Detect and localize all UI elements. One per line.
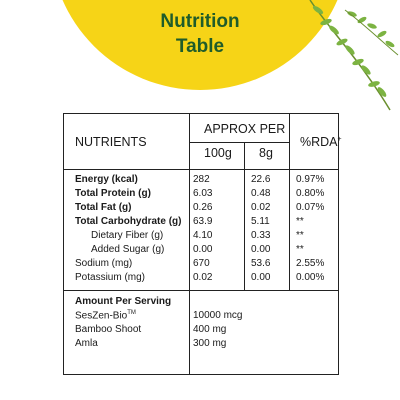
- nutrient-name: Total Protein (g): [75, 188, 151, 199]
- divider-col-3: [289, 114, 290, 290]
- serving-heading: Amount Per Serving: [75, 296, 172, 307]
- value-8g: 0.02: [251, 202, 271, 213]
- serving-heading-row: Amount Per Serving: [64, 296, 338, 308]
- serving-name: SesZen-BioTM: [75, 310, 136, 321]
- table-row: Total Fat (g) 0.26 0.02 0.07%: [64, 202, 338, 214]
- nutrition-table: NUTRIENTS APPROX PER 100g 8g %RDA+ Energ…: [63, 113, 342, 375]
- nutrient-name: Total Fat (g): [75, 202, 132, 213]
- value-100g: 4.10: [193, 230, 213, 241]
- table-row: Total Protein (g) 6.03 0.48 0.80%: [64, 188, 338, 200]
- value-100g: 6.03: [193, 188, 213, 199]
- header-nutrients: NUTRIENTS: [75, 135, 147, 149]
- value-8g: 0.48: [251, 188, 271, 199]
- value-8g: 0.00: [251, 244, 271, 255]
- value-rda: 0.07%: [296, 202, 325, 213]
- page-title: Nutrition Table: [0, 9, 400, 59]
- value-8g: 0.33: [251, 230, 271, 241]
- table-row: Sodium (mg) 670 53.6 2.55%: [64, 258, 338, 270]
- value-rda: 0.97%: [296, 174, 325, 185]
- nutrient-name: Potassium (mg): [75, 272, 146, 283]
- divider-approx: [189, 142, 289, 143]
- value-rda: 2.55%: [296, 258, 325, 269]
- nutrient-name: Total Carbohydrate (g): [75, 216, 182, 227]
- serving-value: 10000 mcg: [193, 310, 243, 321]
- nutrient-name: Dietary Fiber (g): [91, 230, 164, 241]
- header-rda-mark: +: [337, 135, 342, 143]
- nutrient-name: Energy (kcal): [75, 174, 138, 185]
- serving-value: 400 mg: [193, 324, 227, 335]
- leaf-branch-icon: [309, 0, 399, 111]
- trademark-mark: TM: [127, 310, 136, 316]
- table-row: Energy (kcal) 282 22.6 0.97%: [64, 174, 338, 186]
- title-line-2: Table: [175, 36, 225, 57]
- value-100g: 282: [193, 174, 210, 185]
- serving-value: 300 mg: [193, 338, 227, 349]
- value-100g: 0.02: [193, 272, 213, 283]
- value-8g: 5.11: [251, 216, 270, 227]
- divider-header: [64, 169, 338, 170]
- table-row: Dietary Fiber (g) 4.10 0.33 **: [64, 230, 338, 242]
- header-approx-per: APPROX PER: [204, 122, 286, 136]
- value-8g: 0.00: [251, 272, 271, 283]
- serving-row: SesZen-BioTM 10000 mcg: [64, 310, 338, 322]
- table-row: Total Carbohydrate (g) 63.9 5.11 **: [64, 216, 338, 228]
- divider-col-2: [244, 142, 245, 290]
- value-8g: 53.6: [251, 258, 271, 269]
- divider-serving: [64, 290, 338, 291]
- header-8g: 8g: [259, 146, 273, 160]
- header-rda-label: %RDA: [300, 135, 338, 149]
- nutrient-name: Added Sugar (g): [91, 244, 165, 255]
- header-100g: 100g: [204, 146, 232, 160]
- value-rda: **: [296, 216, 304, 227]
- serving-row: Amla 300 mg: [64, 338, 338, 350]
- table-row: Potassium (mg) 0.02 0.00 0.00%: [64, 272, 338, 284]
- header-rda: %RDA+: [300, 135, 342, 149]
- value-rda: **: [296, 230, 304, 241]
- serving-name-text: SesZen-Bio: [75, 310, 128, 322]
- divider-col-1: [189, 114, 190, 374]
- serving-row: Bamboo Shoot 400 mg: [64, 324, 338, 336]
- value-rda: 0.80%: [296, 188, 325, 199]
- value-100g: 0.00: [193, 244, 213, 255]
- title-line-1: Nutrition: [160, 11, 240, 32]
- value-100g: 0.26: [193, 202, 213, 213]
- value-8g: 22.6: [251, 174, 271, 185]
- table-row: Added Sugar (g) 0.00 0.00 **: [64, 244, 338, 256]
- value-rda: 0.00%: [296, 272, 325, 283]
- serving-name: Amla: [75, 338, 98, 349]
- value-rda: **: [296, 244, 304, 255]
- value-100g: 63.9: [193, 216, 213, 227]
- serving-name: Bamboo Shoot: [75, 324, 142, 335]
- nutrient-name: Sodium (mg): [75, 258, 133, 269]
- value-100g: 670: [193, 258, 210, 269]
